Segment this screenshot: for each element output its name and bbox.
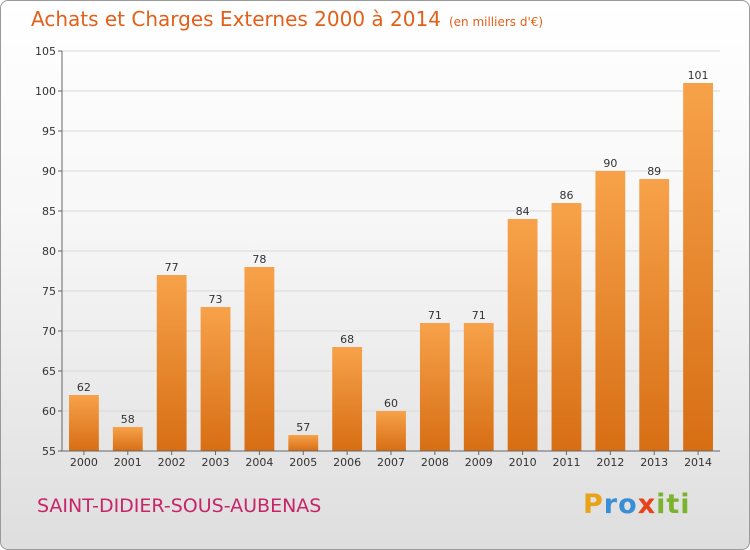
logo-letter: i (656, 489, 667, 520)
chart-title-text: Achats et Charges Externes 2000 à 2014 (31, 7, 441, 31)
x-tick-label: 2005 (289, 456, 317, 469)
x-tick-label: 2001 (114, 456, 142, 469)
x-tick-label: 2013 (640, 456, 668, 469)
y-tick-label: 85 (42, 205, 56, 218)
logo-letter: o (618, 489, 638, 520)
bar-value-label: 71 (428, 309, 442, 322)
bar-value-label: 68 (340, 333, 354, 346)
proxiti-logo: Proxiti (583, 489, 691, 520)
x-tick-label: 2007 (377, 456, 405, 469)
bar (463, 323, 494, 451)
bar-value-label: 86 (559, 189, 573, 202)
labels: 55 60 65 70 75 80 85 90 95 100 105 62 2000 58 2001 77 20… (35, 45, 712, 469)
bar-value-label: 73 (209, 293, 223, 306)
y-tick-label: 105 (35, 45, 56, 58)
y-tick-label: 55 (42, 445, 56, 458)
x-tick-label: 2012 (596, 456, 624, 469)
chart-unit: (en milliers d'€) (448, 15, 544, 29)
bar-value-label: 84 (516, 205, 530, 218)
y-tick-label: 100 (35, 85, 56, 98)
bars (69, 83, 713, 451)
bar (507, 219, 538, 451)
y-tick-label: 90 (42, 165, 56, 178)
x-tick-label: 2000 (70, 456, 98, 469)
bar-value-label: 60 (384, 397, 398, 410)
bar (419, 323, 450, 451)
x-tick-label: 2003 (202, 456, 230, 469)
bar (69, 395, 99, 451)
x-tick-label: 2014 (684, 456, 712, 469)
bar (595, 171, 626, 451)
y-tick-label: 80 (42, 245, 56, 258)
bar-value-label: 77 (165, 261, 179, 274)
bar-value-label: 57 (296, 421, 310, 434)
x-tick-label: 2006 (333, 456, 361, 469)
x-tick-label: 2009 (465, 456, 493, 469)
bar-value-label: 90 (603, 157, 617, 170)
bar (200, 307, 231, 451)
bar-value-label: 62 (77, 381, 91, 394)
x-tick-label: 2004 (245, 456, 273, 469)
x-tick-label: 2011 (552, 456, 580, 469)
bar-value-label: 89 (647, 165, 661, 178)
logo-letter: r (603, 489, 619, 520)
bar (376, 411, 406, 451)
bar (332, 347, 363, 451)
bar-value-label: 71 (472, 309, 486, 322)
y-tick-label: 75 (42, 285, 56, 298)
logo-letter: x (637, 489, 657, 520)
bar-value-label: 58 (121, 413, 135, 426)
commune-name: SAINT-DIDIER-SOUS-AUBENAS (37, 495, 322, 517)
x-tick-label: 2008 (421, 456, 449, 469)
y-tick-label: 95 (42, 125, 56, 138)
chart-title: Achats et Charges Externes 2000 à 2014 (e… (31, 7, 543, 31)
y-tick-label: 65 (42, 365, 56, 378)
bar-value-label: 101 (688, 69, 709, 82)
logo-letter: P (583, 489, 604, 520)
bar (683, 83, 713, 451)
bar (639, 179, 670, 451)
x-tick-label: 2010 (509, 456, 537, 469)
y-tick-label: 60 (42, 405, 56, 418)
bar (112, 427, 143, 451)
x-tick-label: 2002 (158, 456, 186, 469)
y-tick-label: 70 (42, 325, 56, 338)
bar (156, 275, 187, 451)
bar (551, 203, 582, 451)
axes (58, 50, 720, 455)
bar (288, 435, 319, 451)
bar-value-label: 78 (252, 253, 266, 266)
bar (244, 267, 275, 451)
logo-letter: i (680, 489, 691, 520)
logo-letter: t (666, 489, 681, 520)
